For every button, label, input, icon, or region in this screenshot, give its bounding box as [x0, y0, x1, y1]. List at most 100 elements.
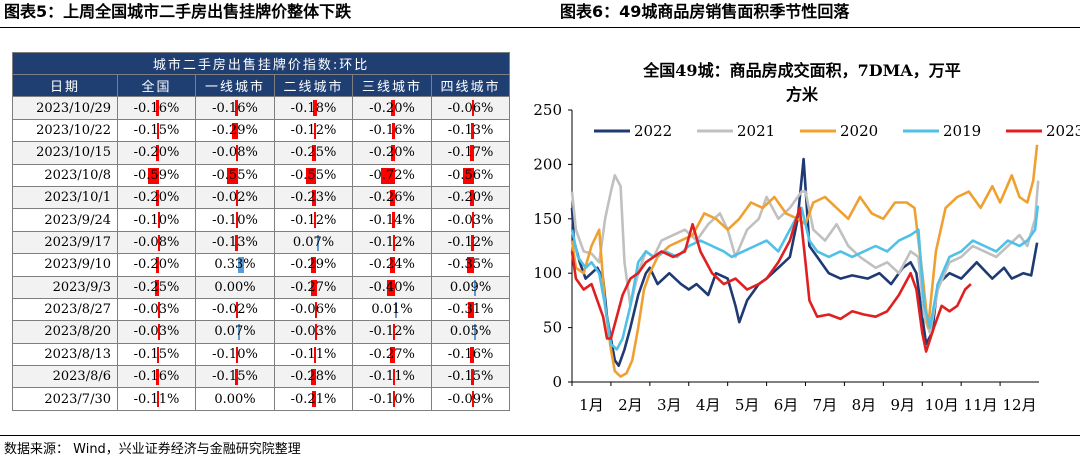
table-row: 2023/10/29 -0.16% -0.16% -0.18% -0.20% -0.06%: [12, 96, 511, 120]
row-value-text: -0.13%: [212, 234, 258, 250]
chart-title-line2: 方米: [786, 85, 819, 104]
row-value-cell: -0.06%: [430, 96, 511, 120]
data-bar: [236, 212, 238, 229]
row-value-cell: -0.11%: [274, 342, 353, 367]
row-value-cell: -0.03%: [274, 320, 353, 344]
chart-axes: 0 50 100 150 200 250 1月 2月 3月 4月 5月 6月 7月 8月 9月 10月 11月 1…: [533, 101, 1039, 414]
data-bar: [469, 189, 474, 206]
row-date: 2023/8/20: [12, 320, 118, 344]
legend-label: 2023: [1046, 122, 1080, 140]
row-value-text: -0.25%: [133, 279, 180, 295]
data-bar: [155, 189, 160, 206]
series-line-2019: [570, 205, 1040, 351]
data-bar: [314, 324, 317, 341]
data-bar: [156, 122, 160, 139]
data-bar: [470, 346, 474, 363]
x-tick-label: 8月: [852, 396, 877, 414]
row-value-text: 0.07%: [214, 324, 256, 340]
row-date: 2023/9/3: [12, 275, 118, 299]
row-value-cell: -0.12%: [430, 230, 511, 255]
row-value-cell: -0.15%: [195, 365, 275, 389]
x-tick-label: 11月: [964, 396, 998, 414]
row-value-cell: 0.01%: [352, 297, 432, 322]
data-bar: [312, 391, 317, 408]
row-value-text: -0.12%: [369, 234, 415, 250]
data-bar: [393, 391, 395, 408]
y-tick-label: 50: [543, 319, 562, 337]
row-value-text: -0.03%: [133, 302, 180, 318]
row-value-text: -0.23%: [290, 190, 337, 206]
row-value-text: -0.25%: [290, 145, 337, 161]
row-value-text: -0.20%: [447, 190, 494, 206]
table-row: 2023/8/27 -0.03% -0.02% -0.06% 0.01% -0.31%: [12, 297, 511, 322]
row-value-cell: -0.12%: [274, 118, 353, 143]
data-bar: [155, 145, 160, 162]
data-source-note: 数据来源： Wind，兴业证券经济与金融研究院整理: [4, 442, 301, 457]
row-value-text: -0.12%: [290, 122, 337, 138]
table-header-3: 二线城市: [274, 73, 353, 98]
row-value-text: -0.18%: [290, 100, 337, 116]
y-tick-label: 0: [552, 373, 562, 391]
row-value-text: -0.27%: [369, 346, 415, 362]
row-value-text: -0.06%: [447, 100, 494, 116]
right-figure-title: 图表6：49城商品房销售面积季节性回落: [560, 2, 850, 21]
data-bar: [470, 369, 474, 386]
row-value-cell: -0.16%: [195, 96, 275, 120]
row-value-text: -0.26%: [369, 190, 415, 206]
row-value-text: 0.07%: [292, 234, 335, 250]
row-value-text: -0.10%: [212, 346, 258, 362]
row-value-cell: -0.16%: [117, 365, 196, 389]
x-tick-label: 1月: [579, 396, 604, 414]
row-value-text: -0.11%: [133, 391, 180, 407]
x-tick-label: 5月: [735, 396, 760, 414]
row-date: 2023/9/24: [12, 208, 118, 232]
row-value-cell: -0.06%: [274, 297, 353, 322]
row-value-cell: -0.16%: [117, 96, 196, 120]
data-bar: [305, 167, 317, 184]
legend-label: 2020: [840, 122, 878, 140]
row-date: 2023/10/22: [12, 118, 118, 143]
row-value-cell: -0.40%: [352, 275, 432, 299]
data-bar: [391, 122, 395, 139]
row-value-text: -0.08%: [133, 234, 180, 250]
row-value-cell: -0.20%: [430, 185, 511, 210]
data-bar: [157, 234, 160, 251]
row-value-text: -0.12%: [290, 212, 337, 228]
row-value-text: -0.08%: [212, 145, 258, 161]
data-bar: [311, 369, 317, 386]
x-tick-label: 7月: [813, 396, 838, 414]
row-value-text: -0.15%: [133, 346, 180, 362]
row-date: 2023/10/29: [12, 96, 118, 120]
row-value-cell: -0.20%: [352, 141, 432, 165]
row-value-text: -0.15%: [212, 369, 258, 385]
row-value-cell: -0.10%: [117, 208, 196, 232]
data-bar: [236, 346, 238, 363]
row-value-cell: -0.55%: [274, 163, 353, 187]
data-bar: [236, 301, 238, 318]
data-bar: [232, 122, 238, 139]
row-value-text: -0.55%: [290, 167, 337, 183]
data-bar: [466, 257, 474, 274]
data-bar: [471, 100, 474, 117]
data-bar: [392, 369, 395, 386]
data-bar: [238, 324, 240, 341]
row-date: 2023/7/30: [12, 387, 118, 411]
row-value-cell: -0.28%: [274, 365, 353, 389]
table-caption: 城市二手房出售挂牌价指数:环比: [11, 52, 511, 75]
chart-legend: 2022 2021 2020 2019 2023: [594, 122, 1080, 140]
row-date: 2023/8/13: [12, 342, 118, 367]
data-bar: [391, 145, 395, 162]
row-value-cell: -0.02%: [195, 297, 275, 322]
table-row: 2023/10/1 -0.20% -0.02% -0.23% -0.26% -0.20%: [12, 185, 511, 210]
data-bar: [390, 257, 395, 274]
row-date: 2023/10/1: [12, 185, 118, 210]
row-value-text: -0.56%: [447, 167, 494, 183]
price-index-table: 城市二手房出售挂牌价指数:环比 日期 全国 一线城市 二线城市 三线城市 四线城市 202…: [11, 52, 511, 411]
row-value-text: -0.29%: [290, 257, 337, 273]
row-value-text: -0.16%: [369, 122, 415, 138]
data-bar: [310, 257, 317, 274]
row-value-text: -0.20%: [369, 145, 415, 161]
row-value-text: -0.20%: [369, 100, 415, 116]
data-bar: [462, 167, 474, 184]
bottom-divider: [0, 435, 1080, 436]
